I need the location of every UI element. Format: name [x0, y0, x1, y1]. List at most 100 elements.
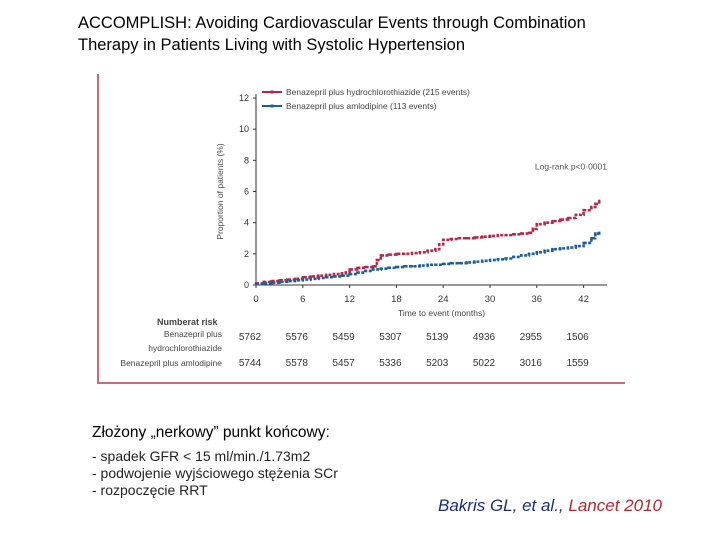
- series-1-point: [278, 279, 281, 282]
- series-2-point: [598, 231, 601, 234]
- series-2-point: [395, 265, 398, 269]
- series-2-point: [457, 261, 460, 265]
- series-1-point: [410, 251, 414, 255]
- y-axis-label: Proportion of patients (%): [215, 143, 225, 240]
- risk-value: 1559: [566, 358, 589, 369]
- slide-title-line-2: Therapy in Patients Living with Systolic…: [78, 36, 466, 54]
- series-2-point: [473, 260, 476, 263]
- series-1-point: [543, 221, 546, 224]
- series-1-point: [535, 223, 538, 226]
- citation-journal: Lancet 2010: [568, 496, 662, 515]
- series-2-point: [348, 272, 351, 276]
- series-1-point: [332, 272, 336, 276]
- chart-figure: 0 2 4 6 8 10 12 0 6 12 18 24 30 36 42 Time to event (mo…: [97, 74, 625, 384]
- series-2-point: [574, 244, 577, 248]
- series-2-point: [512, 255, 515, 259]
- y-tick-label: 4: [244, 218, 249, 228]
- series-2-point: [535, 251, 538, 254]
- risk-value: 5459: [332, 332, 355, 343]
- y-tick-label: 10: [239, 124, 249, 134]
- series-1-point: [527, 231, 531, 234]
- risk-table-title: Numberat risk: [157, 317, 219, 327]
- x-tick-label: 36: [532, 294, 543, 305]
- series-2-point: [403, 265, 406, 268]
- log-rank-annotation: Log-rank p<0·0001: [535, 162, 607, 172]
- legend-marker-2: [270, 104, 274, 108]
- x-tick-label: 24: [438, 294, 449, 305]
- risk-value: 5578: [286, 358, 309, 369]
- series-2-point: [551, 247, 554, 251]
- x-tick-label: 18: [391, 294, 402, 305]
- series-2-point: [293, 279, 297, 282]
- slide-title: ACCOMPLISH: Avoiding Cardiovascular Even…: [78, 12, 698, 56]
- renal-endpoint: Złożony „nerkowy” punkt końcowy: - spade…: [92, 424, 412, 499]
- series-2-point: [442, 262, 445, 266]
- series-2-point: [356, 271, 359, 274]
- series-2-point: [410, 265, 414, 268]
- series-1-point: [426, 249, 429, 252]
- series-2-point: [426, 263, 429, 266]
- legend-entry-2: Benazepril plus amlodipine (113 events): [286, 101, 437, 111]
- series-2-point: [301, 278, 304, 281]
- series-1-point: [348, 268, 351, 271]
- series-2-point: [332, 275, 336, 278]
- series-1-point: [356, 266, 359, 270]
- y-tick-label: 0: [244, 280, 249, 290]
- series-1-point: [262, 280, 265, 284]
- series-1-point: [449, 237, 453, 241]
- series-2-point: [254, 283, 258, 286]
- series-1-point: [301, 276, 304, 279]
- series-2-point: [594, 232, 597, 235]
- series-1-point: [465, 237, 468, 240]
- series-1-point: [325, 273, 328, 277]
- series-1-point: [512, 233, 515, 236]
- series-1-point: [344, 271, 347, 274]
- series-2-point: [364, 269, 367, 273]
- series-2-point: [559, 247, 562, 250]
- risk-value: 1506: [566, 332, 589, 343]
- series-1-point: [418, 251, 421, 254]
- series-1-point: [438, 243, 441, 246]
- series-1-point: [364, 265, 367, 269]
- risk-value: 5139: [426, 332, 449, 343]
- series-1-point: [270, 279, 273, 283]
- series-1-point: [286, 278, 289, 281]
- risk-value: 5203: [426, 358, 449, 369]
- series-1-point: [309, 275, 312, 278]
- series-1-point: [598, 199, 601, 203]
- risk-value: 5744: [239, 358, 262, 369]
- x-tick-label: 30: [485, 294, 496, 305]
- series-2-point: [488, 258, 492, 262]
- x-tick-label: 42: [578, 294, 589, 305]
- series-1-point: [496, 233, 499, 237]
- series-2-point: [582, 241, 585, 245]
- risk-row-label: Benazepril plus amlodipine: [120, 358, 222, 368]
- series-1-point: [375, 258, 379, 262]
- risk-value: 5576: [286, 332, 309, 343]
- series-1-point: [551, 219, 554, 223]
- series-1-point: [395, 252, 398, 256]
- series-2-point: [278, 280, 281, 284]
- y-tick-label: 12: [239, 93, 249, 103]
- y-tick-label: 8: [244, 155, 249, 165]
- risk-value: 5457: [332, 358, 355, 369]
- x-tick-label: 0: [253, 294, 258, 305]
- series-1-point: [574, 213, 577, 217]
- series-1-point: [488, 234, 492, 238]
- series-2-point: [379, 267, 382, 270]
- series-2-point: [527, 252, 531, 256]
- series-1-point: [582, 209, 585, 212]
- series-1-point: [379, 254, 382, 257]
- risk-value: 3016: [520, 358, 543, 369]
- endpoint-item-rrt: - rozpoczęcie RRT: [92, 482, 208, 498]
- risk-value: 5307: [379, 332, 402, 343]
- risk-value: 5022: [473, 358, 496, 369]
- series-1-point: [559, 218, 562, 221]
- series-1-point: [403, 252, 406, 256]
- series-2-point: [449, 261, 453, 265]
- series-2-point: [434, 263, 437, 266]
- series-2-point: [496, 258, 499, 261]
- series-1-point: [473, 236, 476, 239]
- series-2-point: [481, 259, 484, 263]
- series-1-point: [340, 272, 343, 275]
